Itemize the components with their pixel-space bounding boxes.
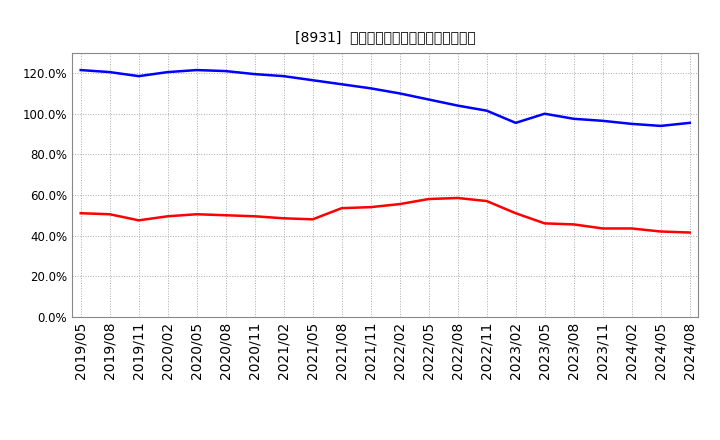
固定比率 xyxy=(482,108,491,114)
固定比率 xyxy=(541,111,549,116)
固定比率 xyxy=(221,69,230,74)
固定長期適合率 xyxy=(511,211,520,216)
固定長期適合率 xyxy=(598,226,607,231)
固定長期適合率 xyxy=(366,205,375,210)
固定比率 xyxy=(338,82,346,87)
固定比率 xyxy=(192,67,201,73)
固定比率 xyxy=(395,91,404,96)
固定長期適合率 xyxy=(135,218,143,223)
固定比率 xyxy=(135,73,143,79)
固定長期適合率 xyxy=(76,211,85,216)
固定長期適合率 xyxy=(105,212,114,217)
固定比率 xyxy=(627,121,636,127)
固定長期適合率 xyxy=(192,212,201,217)
固定長期適合率 xyxy=(279,216,288,221)
固定比率 xyxy=(570,116,578,121)
固定比率 xyxy=(163,70,172,75)
固定比率 xyxy=(251,71,259,77)
固定比率 xyxy=(657,123,665,128)
固定比率 xyxy=(454,103,462,108)
固定比率 xyxy=(685,120,694,125)
固定比率 xyxy=(279,73,288,79)
固定比率 xyxy=(598,118,607,124)
固定長期適合率 xyxy=(163,214,172,219)
固定比率 xyxy=(424,97,433,102)
固定比率 xyxy=(308,77,317,83)
固定長期適合率 xyxy=(685,230,694,235)
Line: 固定長期適合率: 固定長期適合率 xyxy=(81,198,690,232)
固定長期適合率 xyxy=(657,229,665,234)
固定長期適合率 xyxy=(570,222,578,227)
固定長期適合率 xyxy=(454,195,462,201)
固定長期適合率 xyxy=(308,216,317,222)
固定長期適合率 xyxy=(482,198,491,204)
固定長期適合率 xyxy=(251,214,259,219)
固定長期適合率 xyxy=(627,226,636,231)
固定長期適合率 xyxy=(541,221,549,226)
固定長期適合率 xyxy=(424,196,433,202)
固定比率 xyxy=(76,67,85,73)
固定比率 xyxy=(105,70,114,75)
固定長期適合率 xyxy=(395,202,404,207)
Line: 固定比率: 固定比率 xyxy=(81,70,690,126)
固定長期適合率 xyxy=(338,205,346,211)
固定比率 xyxy=(511,120,520,125)
固定比率 xyxy=(366,86,375,91)
固定長期適合率 xyxy=(221,213,230,218)
Title: [8931]  固定比率、固定長期適合率の推移: [8931] 固定比率、固定長期適合率の推移 xyxy=(294,31,476,45)
